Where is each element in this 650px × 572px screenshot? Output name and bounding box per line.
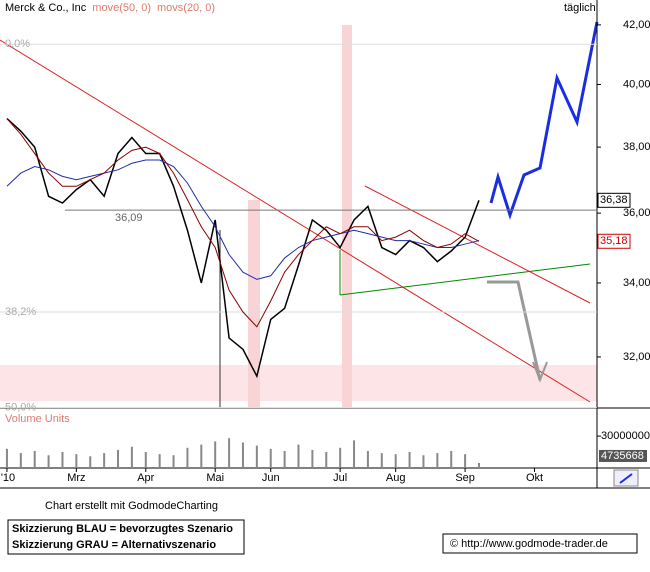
legend-box: [7, 519, 245, 555]
volume-bar: [5, 448, 8, 468]
scenario-blue: [489, 21, 599, 220]
volume-bar: [214, 441, 217, 468]
x-tick-label: Apr: [137, 472, 154, 484]
volume-bar: [172, 455, 175, 468]
x-tick-label: Jun: [262, 472, 280, 484]
last-marker: [597, 192, 631, 208]
volume-bar: [422, 455, 425, 468]
volume-last-label: 4735668: [601, 450, 644, 462]
x-tick-label: Jul: [333, 472, 347, 484]
zone: [0, 365, 597, 401]
y-tick-label: 32,00: [623, 351, 650, 363]
volume-bar: [477, 462, 480, 468]
legend-blue: Skizzierung BLAU = bevorzugtes Szenario: [12, 523, 233, 535]
fib-label: 50,0%: [5, 402, 36, 414]
y-tick-label: 36,00: [623, 207, 650, 219]
x-tick-label: Sep: [455, 472, 475, 484]
volume-bar: [408, 452, 411, 468]
price-line: [6, 117, 480, 379]
volume-bar: [311, 449, 314, 468]
volume-bar: [450, 450, 453, 468]
x-tick-label: Aug: [386, 472, 406, 484]
last-label: 35,18: [600, 235, 628, 247]
last-marker: [597, 233, 631, 249]
legend-entry: movs(20, 0): [157, 2, 215, 14]
frequency: täglich: [564, 2, 596, 14]
volume-bar: [186, 447, 189, 468]
trend-line: [364, 185, 591, 304]
volume-bar: [19, 453, 22, 468]
price-line: [6, 159, 480, 280]
volume-bar: [283, 450, 286, 468]
volume-bar: [353, 440, 356, 468]
volume-bar: [200, 444, 203, 468]
y-tick-label: 40,00: [623, 78, 650, 90]
legend-entry: move(50, 0): [92, 2, 151, 14]
volume-bar: [158, 454, 161, 468]
x-tick-label: Okt: [526, 472, 543, 484]
volume-tick-label: 30000000: [601, 430, 650, 442]
volume-bar: [103, 453, 106, 468]
volume-bar: [75, 454, 78, 468]
volume-bar: [366, 450, 369, 468]
url-box: [442, 533, 638, 554]
volume-bar: [464, 454, 467, 468]
volume-bar: [130, 446, 133, 468]
price-line: [6, 118, 480, 328]
fib-label: 38,2%: [5, 306, 36, 318]
credit: Chart erstellt mit GodmodeCharting: [45, 500, 218, 512]
volume-bar: [297, 444, 300, 468]
volume-bar: [33, 450, 36, 468]
legend-grey: Skizzierung GRAU = Alternativszenario: [12, 539, 216, 551]
legend-entry: Merck & Co., Inc: [5, 2, 87, 14]
highlight: [342, 25, 352, 408]
support-label: 36,09: [115, 212, 143, 224]
trend-line: [0, 39, 591, 403]
volume-bar: [380, 453, 383, 468]
url: © http://www.godmode-trader.de: [450, 538, 608, 550]
volume-bar: [269, 448, 272, 468]
scenario-arrow: [532, 361, 548, 383]
volume-bar: [339, 447, 342, 468]
volume-bar: [436, 453, 439, 468]
x-tick-label: '10: [1, 472, 15, 484]
x-tick-label: Mrz: [67, 472, 85, 484]
scenario-grey: [487, 280, 542, 381]
volume-bar: [61, 452, 64, 468]
volume-bar: [117, 449, 120, 468]
fib-label: 0,0%: [5, 38, 30, 50]
volume-bar: [47, 455, 50, 468]
volume-bar: [394, 454, 397, 468]
y-tick-label: 42,00: [623, 19, 650, 31]
icon: [619, 473, 633, 484]
y-tick-label: 34,00: [623, 277, 650, 289]
volume-bar: [325, 452, 328, 468]
last-label: 36,38: [600, 194, 628, 206]
highlight: [248, 200, 260, 408]
y-tick-label: 38,00: [623, 141, 650, 153]
volume-bar: [255, 445, 258, 468]
volume-bar: [89, 456, 92, 468]
trend-line: [339, 263, 591, 296]
volume-bar: [228, 438, 231, 468]
volume-last-box: [599, 449, 647, 462]
volume-bar: [241, 442, 244, 468]
volume-label: Volume Units: [5, 413, 70, 425]
volume-bar: [144, 452, 147, 468]
x-tick-label: Mai: [206, 472, 224, 484]
